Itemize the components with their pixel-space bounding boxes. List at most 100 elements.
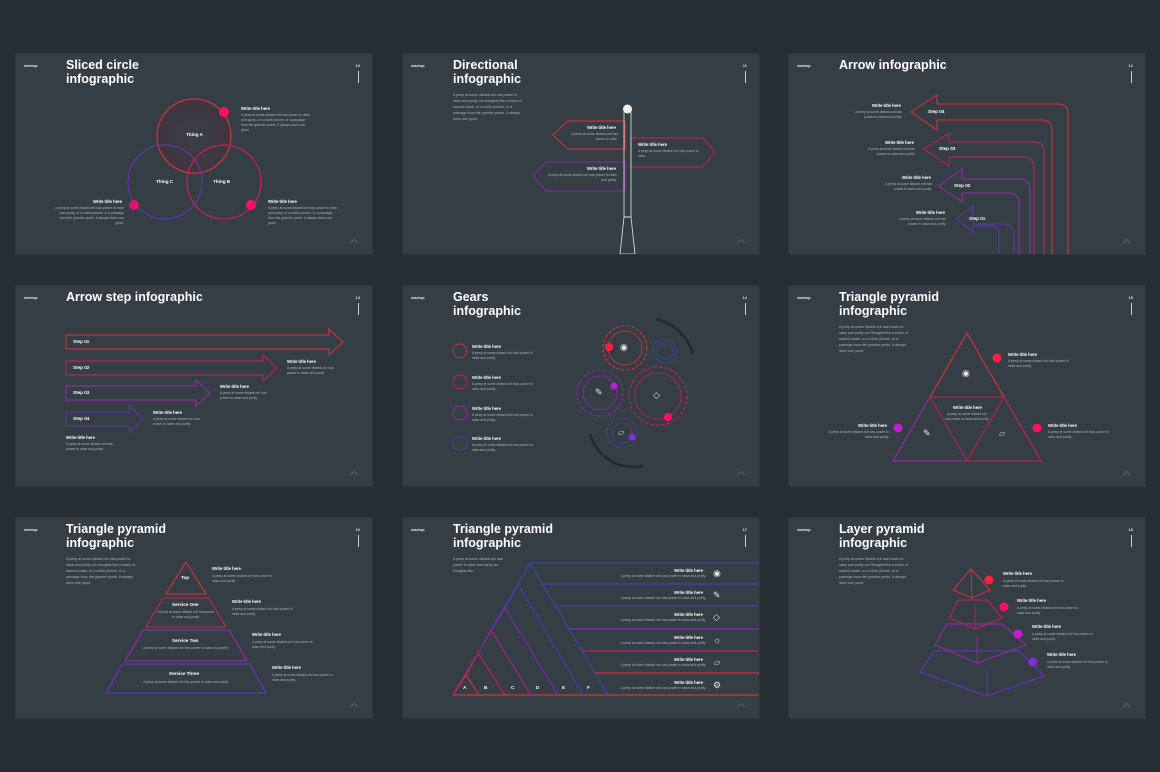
- band-letter: B: [484, 685, 488, 690]
- signpost-base: [619, 216, 636, 254]
- dot-02: [610, 382, 618, 390]
- step-body: A peep at some distant orb has power to …: [66, 442, 113, 451]
- step-label: Step 03: [73, 390, 90, 395]
- item-body: A peep at some distant orb has power to …: [472, 443, 533, 452]
- item-title: Write title here: [472, 375, 502, 380]
- band-e: [490, 582, 584, 696]
- level-service-three: [105, 663, 267, 694]
- block-title: Write title here: [1032, 624, 1062, 629]
- arrow-step-03: [65, 378, 211, 408]
- level-label: Service Three: [169, 671, 200, 676]
- band-d: [477, 606, 559, 696]
- signpost-graphic: [532, 104, 716, 254]
- dot-03: [129, 200, 139, 210]
- level-service-one: [145, 597, 227, 628]
- slide-divider: [358, 535, 359, 547]
- item-title: Write title here: [472, 436, 502, 441]
- sign-3: [532, 161, 626, 192]
- block-body: A peep at some distant orb has power to …: [1017, 606, 1078, 615]
- slide-sliced-circle[interactable]: startup Sliced circle infographic 10 Thi…: [16, 54, 372, 254]
- slide-number: 16: [355, 527, 360, 532]
- slide-divider: [358, 71, 359, 83]
- dot-03: [664, 413, 672, 421]
- slide-layer-pyramid[interactable]: startup Layer pyramid infographic 18 A p…: [789, 518, 1145, 718]
- step-body: A peep at some distant orb has power to …: [868, 147, 915, 156]
- block-title: Write title here: [252, 632, 282, 637]
- triangle-graphic: [892, 331, 1042, 462]
- block-title: Write title here: [268, 199, 298, 204]
- slide-triangle-pyramid-split[interactable]: startup Triangle pyramid infographic 15 …: [789, 286, 1145, 486]
- block-title: Write title here: [241, 106, 271, 111]
- step-label: Step 02: [73, 365, 90, 370]
- slide-divider: [1131, 71, 1132, 83]
- intro-text: A peep at some distant orb has power to …: [839, 325, 908, 353]
- sign-body: A peep at some distant orb has power to …: [571, 132, 618, 141]
- brand-label: startup: [411, 63, 425, 68]
- slide-number: 18: [1128, 527, 1133, 532]
- block-body: A peep at some distant orb has power to …: [252, 640, 313, 649]
- step-body: A peep at some distant orb has power to …: [220, 391, 267, 400]
- brand-label: startup: [797, 295, 811, 300]
- band-letter: D: [536, 685, 540, 690]
- gear-small: [652, 338, 678, 364]
- level-body: A peep at some distant orb has power to …: [143, 646, 229, 650]
- layer-4: [919, 650, 1045, 697]
- binoculars-icon: ◉: [962, 368, 970, 378]
- arc-decoration: [655, 317, 695, 355]
- dot-01: [992, 353, 1002, 363]
- step-title: Write title here: [287, 359, 317, 364]
- band-letter: C: [511, 685, 515, 690]
- brand-label: startup: [411, 527, 425, 532]
- block-title: Write title here: [953, 405, 983, 410]
- slide-triangle-pyramid-bands[interactable]: startup Triangle pyramid infographic 17 …: [403, 518, 759, 718]
- dot-03: [1032, 423, 1042, 433]
- row-title: Write title here: [674, 612, 704, 617]
- circle-thing-a: [156, 98, 232, 174]
- level-top: [165, 560, 207, 595]
- diamond-icon: ◇: [713, 612, 720, 622]
- brand-label: startup: [24, 527, 38, 532]
- sign-1: [552, 120, 626, 150]
- brand-label: startup: [411, 295, 425, 300]
- band-letter: E: [562, 685, 566, 690]
- block-body: A peep at some distant orb has power to …: [1003, 579, 1064, 588]
- step-title: Write title here: [885, 140, 915, 145]
- slide-divider: [1131, 535, 1132, 547]
- slide-number: 12: [1128, 63, 1133, 68]
- slide-triangle-pyramid-levels[interactable]: startup Triangle pyramid infographic 16 …: [16, 518, 372, 718]
- block-body: A peep at some distant orb has power to …: [272, 673, 333, 682]
- item-body: A peep at some distant orb has power to …: [472, 382, 533, 391]
- gear-pencil: [576, 369, 624, 417]
- block-title: Write title here: [1047, 652, 1077, 657]
- bell-icon: ▱: [714, 658, 721, 667]
- circle-thing-c: [127, 144, 203, 220]
- pyramid-levels-graphic: [105, 560, 267, 694]
- diamond-icon: ◇: [653, 390, 660, 400]
- slide-gears[interactable]: startup Gears infographic 14 ◉ ✎ ◇ ▱ Wri…: [403, 286, 759, 486]
- step-body: A peep at some distant orb has power to …: [153, 417, 200, 426]
- gears-graphic: [452, 317, 695, 469]
- dot-03: [1013, 629, 1023, 639]
- block-title: Write title here: [212, 566, 242, 571]
- slide-directional[interactable]: startup Directional infographic 11 A pee…: [403, 54, 759, 254]
- slide-arrow[interactable]: startup Arrow infographic 12 Step 04 Ste…: [789, 54, 1145, 254]
- dot-02: [999, 602, 1009, 612]
- step-title: Write title here: [872, 103, 902, 108]
- level-label: Top: [181, 575, 190, 580]
- triangle-center: [929, 396, 1005, 462]
- slide-divider: [745, 71, 746, 83]
- signpost-top: [623, 104, 632, 114]
- layer-3: [934, 623, 1027, 664]
- arc-decoration: [588, 433, 644, 469]
- pyramid-bands-graphic: [452, 561, 759, 696]
- level-label: Service Two: [172, 638, 199, 643]
- slide-arrow-step[interactable]: startup Arrow step infographic 13 Step 0…: [16, 286, 372, 486]
- block-title: Write title here: [272, 665, 302, 670]
- row-title: Write title here: [674, 657, 704, 662]
- venn-diagram: [127, 98, 262, 220]
- dot-02: [246, 200, 256, 210]
- sign-title: Write title here: [587, 166, 617, 171]
- row-title: Write title here: [674, 568, 704, 573]
- block-body: A peep at some distant orb has power to …: [1008, 359, 1069, 368]
- intro-text: A peep at some distant orb has power to …: [839, 557, 908, 585]
